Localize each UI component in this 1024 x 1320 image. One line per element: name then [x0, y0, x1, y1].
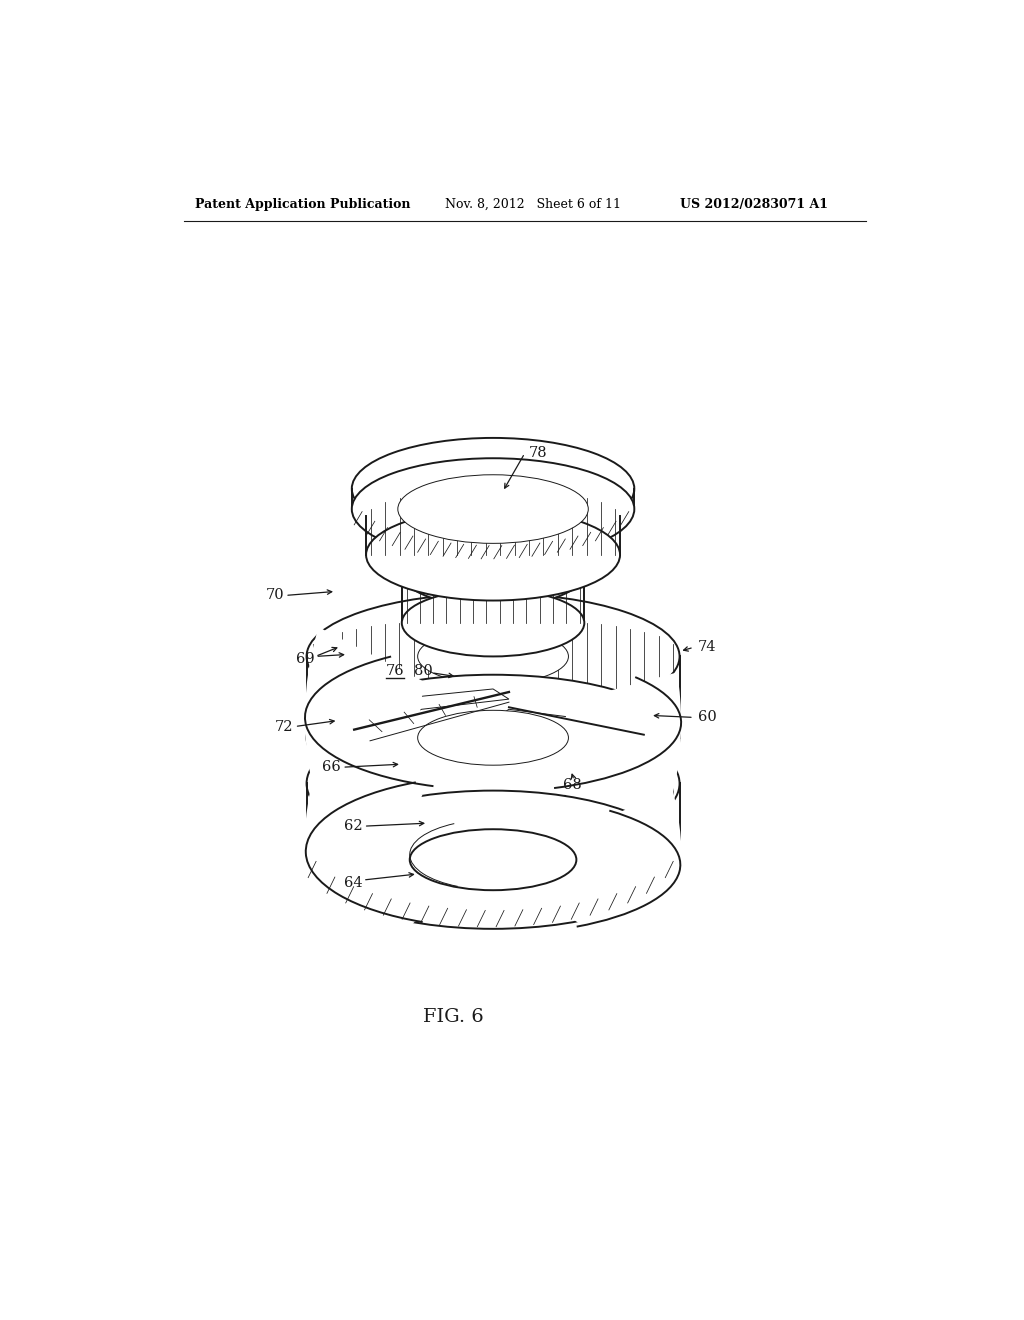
Ellipse shape [306, 714, 680, 853]
Ellipse shape [418, 630, 568, 684]
Ellipse shape [352, 438, 634, 540]
Text: 76: 76 [386, 664, 404, 677]
Ellipse shape [401, 540, 585, 607]
Ellipse shape [410, 752, 577, 814]
Text: 62: 62 [344, 820, 362, 833]
Wedge shape [305, 627, 437, 873]
Text: 66: 66 [323, 760, 341, 775]
Ellipse shape [306, 594, 680, 719]
Wedge shape [551, 672, 681, 871]
Ellipse shape [367, 470, 621, 562]
Text: 80: 80 [414, 664, 432, 677]
Text: 72: 72 [274, 719, 293, 734]
Wedge shape [304, 723, 425, 990]
Ellipse shape [306, 791, 680, 929]
Text: 68: 68 [563, 777, 582, 792]
Text: Nov. 8, 2012   Sheet 6 of 11: Nov. 8, 2012 Sheet 6 of 11 [445, 198, 622, 211]
Text: 74: 74 [697, 640, 717, 655]
Text: FIG. 6: FIG. 6 [423, 1008, 483, 1026]
Ellipse shape [306, 675, 680, 801]
Polygon shape [494, 709, 652, 743]
Text: 69: 69 [296, 652, 314, 667]
Text: US 2012/0283071 A1: US 2012/0283071 A1 [680, 198, 827, 211]
Ellipse shape [410, 829, 577, 890]
Wedge shape [566, 791, 682, 978]
Ellipse shape [418, 710, 568, 766]
Ellipse shape [398, 475, 588, 544]
Text: 78: 78 [528, 446, 548, 461]
Ellipse shape [401, 589, 585, 656]
Ellipse shape [352, 458, 634, 560]
Polygon shape [334, 689, 509, 739]
Text: 60: 60 [697, 710, 717, 725]
Text: 70: 70 [265, 589, 284, 602]
Text: Patent Application Publication: Patent Application Publication [196, 198, 411, 211]
Text: 64: 64 [344, 876, 362, 890]
Ellipse shape [367, 510, 621, 601]
